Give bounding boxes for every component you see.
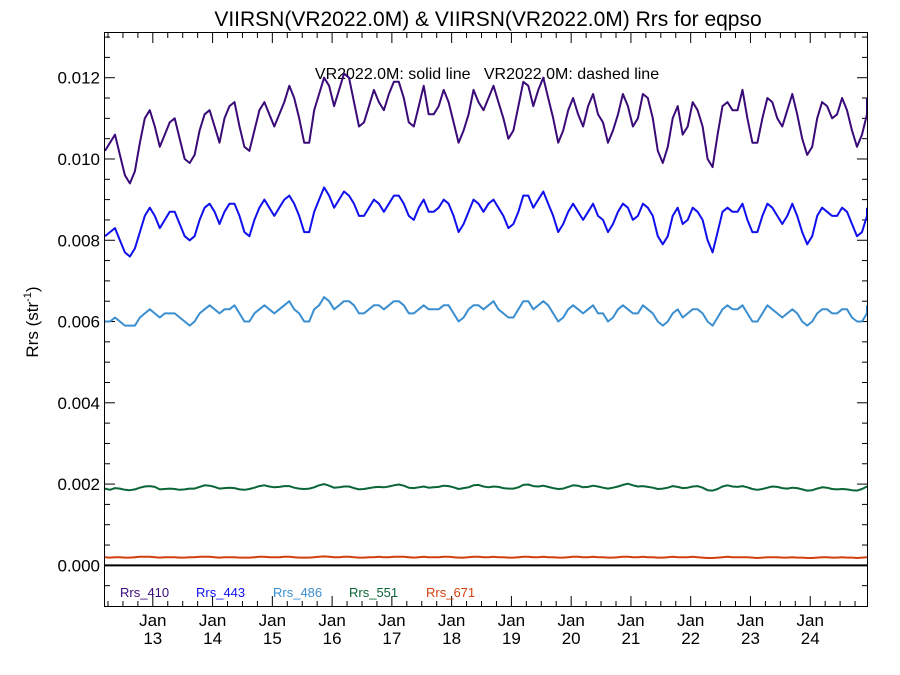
line-style-note: VR2022.0M: solid line VR2022.0M: dashed … — [315, 66, 659, 83]
y-tick-label: 0.012 — [57, 69, 100, 88]
x-tick-month: Jan — [498, 611, 525, 630]
x-tick-month: Jan — [617, 611, 644, 630]
x-tick-year: 20 — [562, 629, 581, 648]
x-tick-month: Jan — [677, 611, 704, 630]
chart-title: VIIRSN(VR2022.0M) & VIIRSN(VR2022.0M) Rr… — [214, 8, 761, 31]
plot-frame — [104, 32, 868, 607]
y-tick-label: 0.002 — [57, 475, 100, 494]
x-tick-label: Jan 18 — [438, 611, 465, 648]
y-tick-label: 0.010 — [57, 150, 100, 169]
x-tick-label: Jan 17 — [378, 611, 405, 648]
series-line-rrs-443 — [104, 186, 868, 258]
x-tick-year: 15 — [263, 629, 282, 648]
y-tick-label: 0.000 — [57, 556, 100, 575]
x-tick-label: Jan 14 — [199, 611, 226, 648]
x-tick-month: Jan — [737, 611, 764, 630]
x-tick-label: Jan 23 — [737, 611, 764, 648]
x-tick-label: Jan 24 — [797, 611, 824, 648]
series-line-rrs-551 — [104, 482, 868, 492]
x-tick-month: Jan — [199, 611, 226, 630]
legend-entry-rrs-551: Rrs_551 — [349, 585, 398, 600]
series-line-rrs-486 — [105, 296, 868, 327]
y-tick-label: 0.008 — [57, 231, 100, 250]
x-tick-month: Jan — [557, 611, 584, 630]
x-tick-month: Jan — [139, 611, 166, 630]
x-tick-label: Jan 13 — [139, 611, 166, 648]
x-tick-label: Jan 20 — [557, 611, 584, 648]
legend-entry-rrs-486: Rrs_486 — [273, 585, 322, 600]
x-tick-year: 24 — [801, 629, 820, 648]
x-tick-year: 13 — [143, 629, 162, 648]
x-tick-label: Jan 16 — [318, 611, 345, 648]
x-tick-label: Jan 21 — [617, 611, 644, 648]
x-tick-label: Jan 19 — [498, 611, 525, 648]
x-tick-month: Jan — [318, 611, 345, 630]
series-line-rrs-671 — [104, 555, 868, 559]
x-tick-year: 23 — [741, 629, 760, 648]
legend-entry-rrs-443: Rrs_443 — [196, 585, 245, 600]
x-tick-month: Jan — [378, 611, 405, 630]
x-tick-year: 16 — [323, 629, 342, 648]
series-line-rrs-410 — [104, 72, 868, 185]
x-tick-label: Jan 22 — [677, 611, 704, 648]
x-tick-month: Jan — [259, 611, 286, 630]
x-tick-year: 21 — [621, 629, 640, 648]
y-axis-label: Rrs (str-1) — [22, 286, 42, 357]
legend-entry-rrs-671: Rrs_671 — [426, 585, 475, 600]
x-tick-month: Jan — [797, 611, 824, 630]
x-tick-month: Jan — [438, 611, 465, 630]
x-tick-year: 19 — [502, 629, 521, 648]
x-tick-year: 14 — [203, 629, 222, 648]
x-tick-year: 22 — [681, 629, 700, 648]
y-tick-label: 0.006 — [57, 313, 100, 332]
legend-entry-rrs-410: Rrs_410 — [120, 585, 169, 600]
x-tick-label: Jan 15 — [259, 611, 286, 648]
x-tick-year: 17 — [382, 629, 401, 648]
x-tick-year: 18 — [442, 629, 461, 648]
y-tick-label: 0.004 — [57, 394, 100, 413]
y-axis-label-superscript: -1 — [22, 292, 34, 302]
